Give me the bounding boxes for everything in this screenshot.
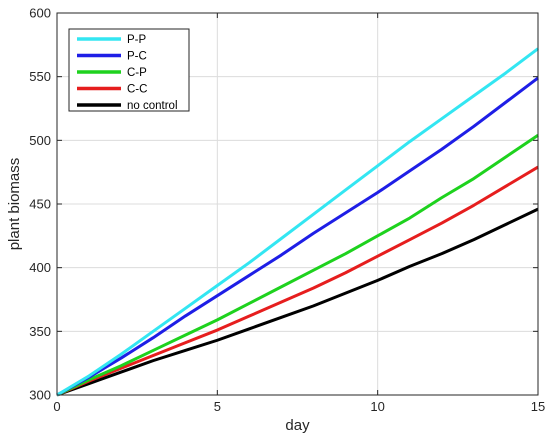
legend-label: P-C	[127, 51, 147, 63]
series-line-no-control	[56, 207, 539, 397]
y-tick-label: 350	[29, 324, 51, 339]
legend-label: no control	[127, 100, 178, 112]
legend-label: C-P	[127, 67, 147, 79]
x-axis-label: day	[285, 417, 310, 434]
series-line-c-c	[56, 165, 539, 397]
legend-box	[68, 28, 190, 112]
y-tick-label: 500	[29, 133, 51, 148]
legend: P-P P-C C-P C-C no control	[68, 28, 190, 112]
legend-label: C-C	[127, 84, 147, 96]
x-tick-label: 0	[53, 399, 60, 414]
y-tick-label: 450	[29, 197, 51, 212]
grid-lines	[57, 13, 538, 395]
series-line-p-c	[56, 76, 539, 397]
y-tick-label: 300	[29, 388, 51, 403]
x-tick-label: 5	[214, 399, 221, 414]
series-lines	[56, 47, 539, 397]
axis-ticks: 0 5 10 15 300 350 400 450 500 550 600	[29, 6, 545, 415]
y-tick-label: 400	[29, 260, 51, 275]
x-tick-label: 15	[531, 399, 545, 414]
y-tick-label: 600	[29, 6, 51, 21]
y-axis-label: plant biomass	[6, 158, 23, 251]
series-line-c-p	[56, 133, 539, 397]
x-tick-label: 10	[370, 399, 384, 414]
series-line-p-p	[56, 47, 539, 397]
legend-label: P-P	[127, 34, 147, 46]
y-tick-label: 550	[29, 69, 51, 84]
